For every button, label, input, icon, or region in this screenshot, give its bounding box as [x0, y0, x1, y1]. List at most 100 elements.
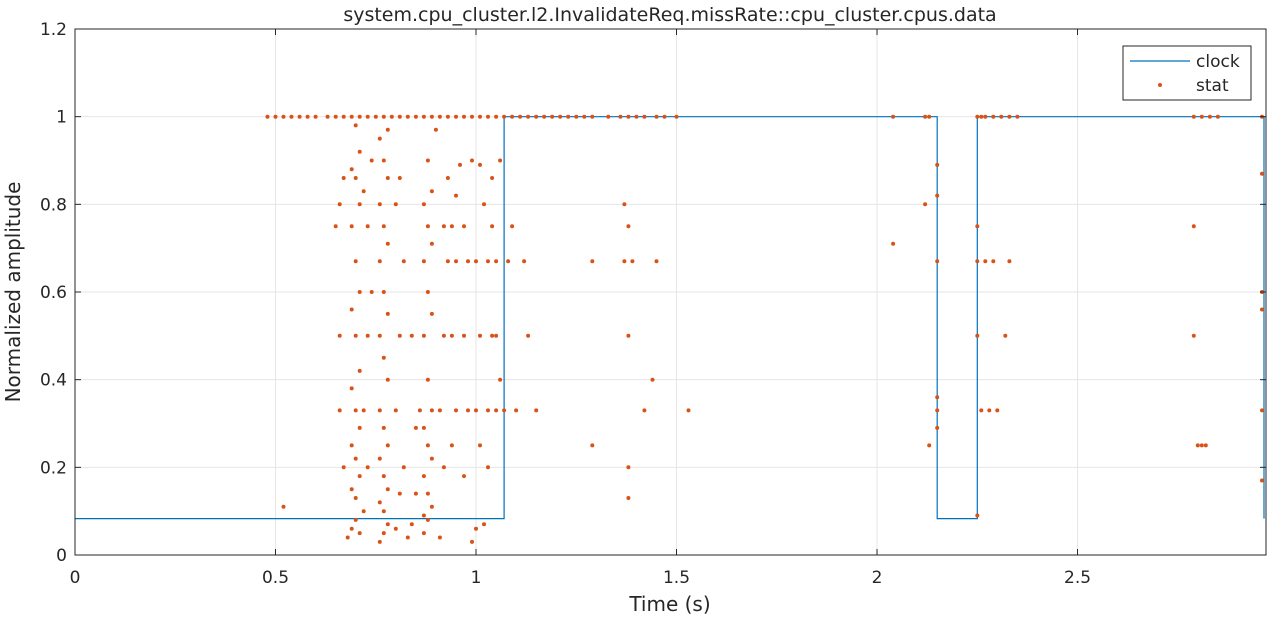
stat-point — [1199, 443, 1204, 448]
stat-point — [558, 114, 563, 119]
stat-point — [433, 127, 438, 132]
stat-point — [494, 333, 499, 338]
stat-point — [478, 333, 482, 338]
stat-point — [357, 368, 362, 373]
stat-point — [385, 176, 390, 180]
stat-point — [975, 513, 980, 518]
stat-point — [381, 114, 386, 119]
stat-point — [935, 395, 940, 400]
legend-stat-swatch — [1158, 83, 1162, 87]
stat-point — [494, 408, 499, 413]
stat-point — [425, 443, 430, 448]
stat-point — [1203, 443, 1208, 448]
stat-point — [389, 114, 394, 119]
stat-point — [421, 202, 426, 207]
stat-point — [413, 491, 418, 496]
x-tick-label: 2 — [872, 568, 883, 588]
stat-point — [1260, 478, 1264, 483]
y-tick-label: 0.2 — [40, 458, 67, 478]
stat-point — [377, 259, 382, 264]
stat-point — [445, 114, 450, 119]
stat-point — [449, 443, 454, 448]
stat-point — [975, 224, 980, 229]
stat-point — [361, 509, 366, 514]
stat-point — [349, 526, 354, 531]
legend-box — [1122, 45, 1252, 101]
stat-point — [654, 259, 659, 264]
stat-point — [377, 500, 382, 505]
stat-point — [365, 465, 370, 470]
stat-point — [626, 465, 631, 470]
stat-point — [349, 386, 354, 391]
stat-point — [634, 114, 639, 119]
stat-point — [1207, 114, 1212, 119]
x-tick-label: 1.5 — [663, 568, 690, 588]
stat-point — [975, 259, 980, 264]
stat-point — [385, 127, 390, 132]
stat-point — [421, 333, 426, 338]
stat-point — [421, 531, 426, 536]
stat-point — [983, 114, 988, 119]
stat-point — [454, 114, 458, 119]
stat-point — [510, 224, 515, 229]
y-axis-label: Normalized amplitude — [1, 182, 25, 403]
stat-point — [385, 241, 390, 246]
stat-point — [550, 114, 555, 119]
stat-point — [385, 522, 390, 527]
stat-point — [458, 162, 462, 167]
stat-point — [490, 333, 495, 338]
stat-point — [361, 408, 366, 413]
stat-point — [466, 259, 470, 264]
stat-point — [654, 114, 659, 119]
stat-point — [353, 517, 358, 522]
stat-point — [626, 224, 631, 229]
stat-point — [377, 456, 382, 461]
stat-point — [454, 259, 458, 264]
stat-point — [421, 474, 426, 479]
stat-point — [650, 377, 655, 382]
stat-point — [478, 162, 482, 167]
stat-point — [381, 531, 386, 536]
stat-point — [935, 408, 940, 413]
stat-point — [353, 259, 358, 264]
stat-point — [606, 114, 611, 119]
stat-point — [622, 202, 627, 207]
stat-point — [429, 456, 434, 461]
stat-point — [341, 114, 346, 119]
stat-point — [1191, 114, 1196, 119]
stat-point — [357, 290, 362, 294]
stat-point — [1260, 307, 1264, 312]
stat-point — [445, 176, 450, 180]
stat-point — [506, 259, 511, 264]
stat-point — [995, 408, 1000, 413]
stat-point — [502, 114, 507, 119]
stat-point — [474, 259, 478, 264]
stat-point — [462, 224, 466, 229]
stat-point — [393, 202, 398, 207]
stat-point — [377, 333, 382, 338]
stat-point — [393, 408, 398, 413]
stat-point — [923, 114, 928, 119]
ticks: 0 0.5 1 1.5 2 2.5 0 0.2 0.4 0.6 0.8 1 1.2 — [40, 20, 1266, 588]
stat-point — [397, 333, 402, 338]
stat-point — [357, 114, 362, 119]
stat-point — [353, 456, 358, 461]
stat-point — [542, 114, 547, 119]
stat-point — [381, 290, 386, 294]
stat-point — [349, 167, 354, 172]
stat-point — [345, 535, 350, 540]
stat-point — [927, 114, 932, 119]
stat-point — [999, 114, 1004, 119]
stat-point — [1195, 443, 1200, 448]
stat-point — [1215, 114, 1220, 119]
stat-point — [534, 408, 539, 413]
stat-point — [466, 408, 470, 413]
stat-point — [305, 114, 310, 119]
stat-point — [502, 408, 507, 413]
stat-point — [478, 443, 482, 448]
chart-title: system.cpu_cluster.l2.InvalidateReq.miss… — [343, 4, 996, 26]
stat-point — [498, 158, 503, 163]
stat-point — [349, 443, 354, 448]
stat-point — [935, 259, 940, 264]
